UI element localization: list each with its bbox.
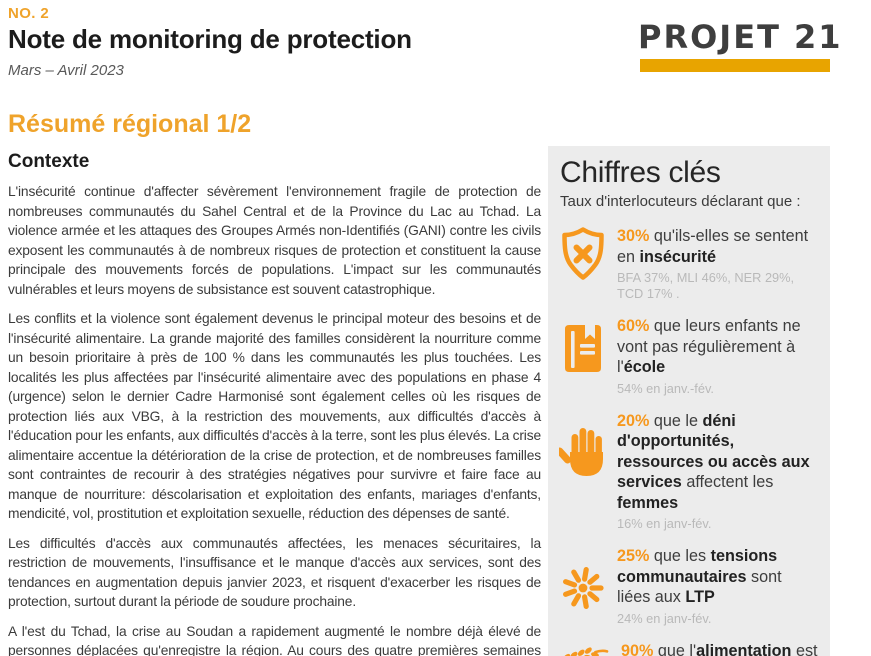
key-figures-subtitle: Taux d'interlocuteurs déclarant que : bbox=[560, 193, 801, 210]
tension-icon bbox=[558, 562, 608, 627]
issue-number: NO. 2 bbox=[8, 5, 50, 22]
key-figure-text: 60% que leurs enfants ne vont pas réguli… bbox=[617, 316, 818, 397]
food-bowl-icon bbox=[558, 643, 612, 656]
section-title: Résumé régional 1/2 bbox=[8, 110, 252, 138]
key-figure-text: 90% que l'alimentation est un besoin pri… bbox=[621, 641, 818, 656]
key-figure-item: 20% que le déni d'opportunités, ressourc… bbox=[558, 411, 818, 533]
logo-text: PROJET 21 bbox=[638, 18, 843, 56]
context-paragraphs: L'insécurité continue d'affecter sévèrem… bbox=[8, 182, 541, 656]
key-figure-note: BFA 37%, MLI 46%, NER 29%, TCD 17% . bbox=[617, 270, 795, 301]
key-figure-note: 54% en janv.-fév. bbox=[617, 380, 714, 396]
book-icon bbox=[558, 318, 608, 397]
key-figure-item: 25% que les tensions communautaires sont… bbox=[558, 546, 818, 627]
shield-x-icon bbox=[558, 226, 608, 302]
paragraph: L'insécurité continue d'affecter sévèrem… bbox=[8, 184, 541, 297]
key-figures-panel: Chiffres clés Taux d'interlocuteurs décl… bbox=[548, 146, 830, 656]
key-figures-title: Chiffres clés bbox=[560, 156, 721, 189]
document-title: Note de monitoring de protection bbox=[8, 24, 412, 54]
key-figure-item: 60% que leurs enfants ne vont pas réguli… bbox=[558, 316, 818, 397]
key-figure-note: 16% en janv-fév. bbox=[617, 516, 712, 531]
key-figure-text: 20% que le déni d'opportunités, ressourc… bbox=[617, 411, 818, 533]
logo-underline-bar bbox=[640, 59, 830, 72]
projet21-logo: PROJET 21 bbox=[638, 18, 843, 72]
paragraph: Les difficultés d'accès aux communautés … bbox=[8, 535, 541, 610]
paragraph: A l'est du Tchad, la crise au Soudan a r… bbox=[8, 623, 541, 656]
key-figure-item: 90% que l'alimentation est un besoin pri… bbox=[558, 641, 818, 656]
reporting-period: Mars – Avril 2023 bbox=[8, 62, 124, 79]
key-figure-note: 24% en janv-fév. bbox=[617, 610, 712, 626]
hand-icon bbox=[558, 425, 608, 533]
key-figure-item: 30% qu'ils-elles se sentent en insécurit… bbox=[558, 226, 818, 302]
key-figure-text: 25% que les tensions communautaires sont… bbox=[617, 546, 818, 627]
key-figures-list: 30% qu'ils-elles se sentent en insécurit… bbox=[558, 226, 818, 656]
key-figure-text: 30% qu'ils-elles se sentent en insécurit… bbox=[617, 226, 818, 302]
paragraph: Les conflits et la violence sont égaleme… bbox=[8, 311, 541, 521]
subsection-title-contexte: Contexte bbox=[8, 151, 90, 172]
